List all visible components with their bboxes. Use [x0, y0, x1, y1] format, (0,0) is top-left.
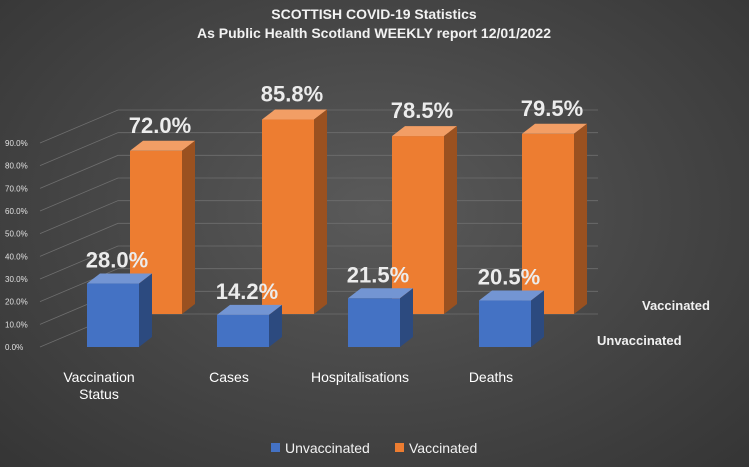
unvaccinated-bar-cases	[217, 304, 282, 347]
vaccinated-bar-hospitalisations	[392, 126, 457, 314]
y-tick-label: 10.0%	[5, 320, 28, 329]
unvaccinated-value-label: 14.2%	[216, 279, 278, 304]
legend-label-vaccinated: Vaccinated	[409, 440, 477, 456]
vaccinated-value-label: 78.5%	[391, 98, 453, 123]
unvaccinated-value-label: 20.5%	[478, 265, 540, 290]
unvaccinated-bar-hospitalisations	[348, 288, 413, 347]
legend: Unvaccinated Vaccinated	[271, 440, 477, 456]
unvaccinated-bar-vaccination-status	[87, 273, 152, 347]
vaccinated-value-label: 79.5%	[521, 96, 583, 121]
category-label-vaccination-status: Vaccination Status	[63, 369, 134, 402]
y-tick-label: 60.0%	[5, 207, 28, 216]
vaccinated-bar-vaccination-status	[130, 140, 195, 314]
y-axis-ticks: 0.0% 10.0% 20.0% 30.0% 40.0% 50.0% 60.0% 70.0% 8…	[5, 139, 28, 352]
y-tick-label: 40.0%	[5, 252, 28, 261]
category-label-hospitalisations: Hospitalisations	[311, 369, 409, 385]
unvaccinated-value-label: 21.5%	[347, 262, 409, 287]
legend-swatch-unvaccinated	[271, 443, 280, 452]
chart-subtitle: As Public Health Scotland WEEKLY report …	[197, 25, 551, 41]
unvaccinated-bar-deaths	[479, 290, 544, 347]
gridline	[39, 109, 598, 144]
legend-label-unvaccinated: Unvaccinated	[285, 440, 370, 456]
unvaccinated-series	[87, 273, 544, 347]
data-labels: 72.0% 28.0% 85.8% 14.2% 78.5% 21.5% 79.5% 20.5%	[86, 82, 583, 304]
vaccinated-value-label: 72.0%	[129, 113, 191, 138]
vaccinated-series	[130, 109, 587, 315]
depth-label-vaccinated: Vaccinated	[642, 298, 710, 313]
category-label-cases: Cases	[209, 369, 249, 385]
depth-label-unvaccinated: Unvaccinated	[597, 333, 682, 348]
y-tick-label: 20.0%	[5, 298, 28, 307]
category-label-deaths: Deaths	[469, 369, 513, 385]
legend-swatch-vaccinated	[395, 443, 404, 452]
y-tick-label: 30.0%	[5, 275, 28, 284]
y-tick-label: 70.0%	[5, 184, 28, 193]
category-labels: Vaccination Status Cases Hospitalisations De…	[63, 369, 513, 402]
chart-title: SCOTTISH COVID-19 Statistics	[271, 6, 477, 22]
y-tick-label: 0.0%	[5, 343, 23, 352]
vaccinated-bar-cases	[262, 109, 327, 315]
series-depth-labels: Vaccinated Unvaccinated	[597, 298, 710, 348]
unvaccinated-value-label: 28.0%	[86, 248, 148, 273]
y-tick-label: 50.0%	[5, 230, 28, 239]
vaccinated-bar-deaths	[522, 123, 587, 314]
y-tick-label: 90.0%	[5, 139, 28, 148]
vaccinated-value-label: 85.8%	[261, 82, 323, 107]
y-tick-label: 80.0%	[5, 162, 28, 171]
gridlines	[39, 109, 598, 348]
